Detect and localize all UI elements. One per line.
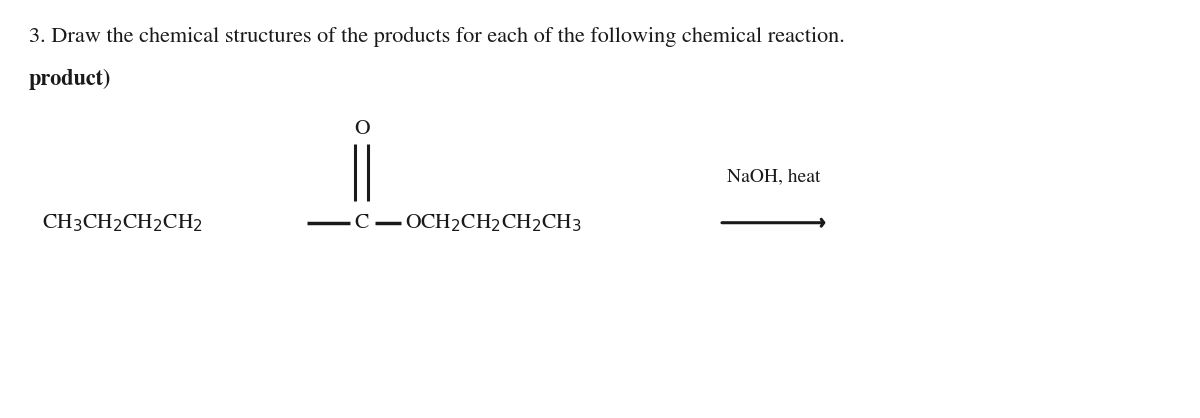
Text: OCH$_2$CH$_2$CH$_2$CH$_3$: OCH$_2$CH$_2$CH$_2$CH$_3$	[406, 212, 582, 234]
Text: product): product)	[29, 69, 112, 90]
Text: 3. Draw the chemical structures of the products for each of the following chemic: 3. Draw the chemical structures of the p…	[29, 27, 845, 47]
Text: CH$_3$CH$_2$CH$_2$CH$_2$: CH$_3$CH$_2$CH$_2$CH$_2$	[42, 212, 203, 234]
Text: O: O	[354, 120, 370, 140]
Text: NaOH, heat: NaOH, heat	[727, 168, 821, 186]
Text: C: C	[354, 213, 368, 232]
